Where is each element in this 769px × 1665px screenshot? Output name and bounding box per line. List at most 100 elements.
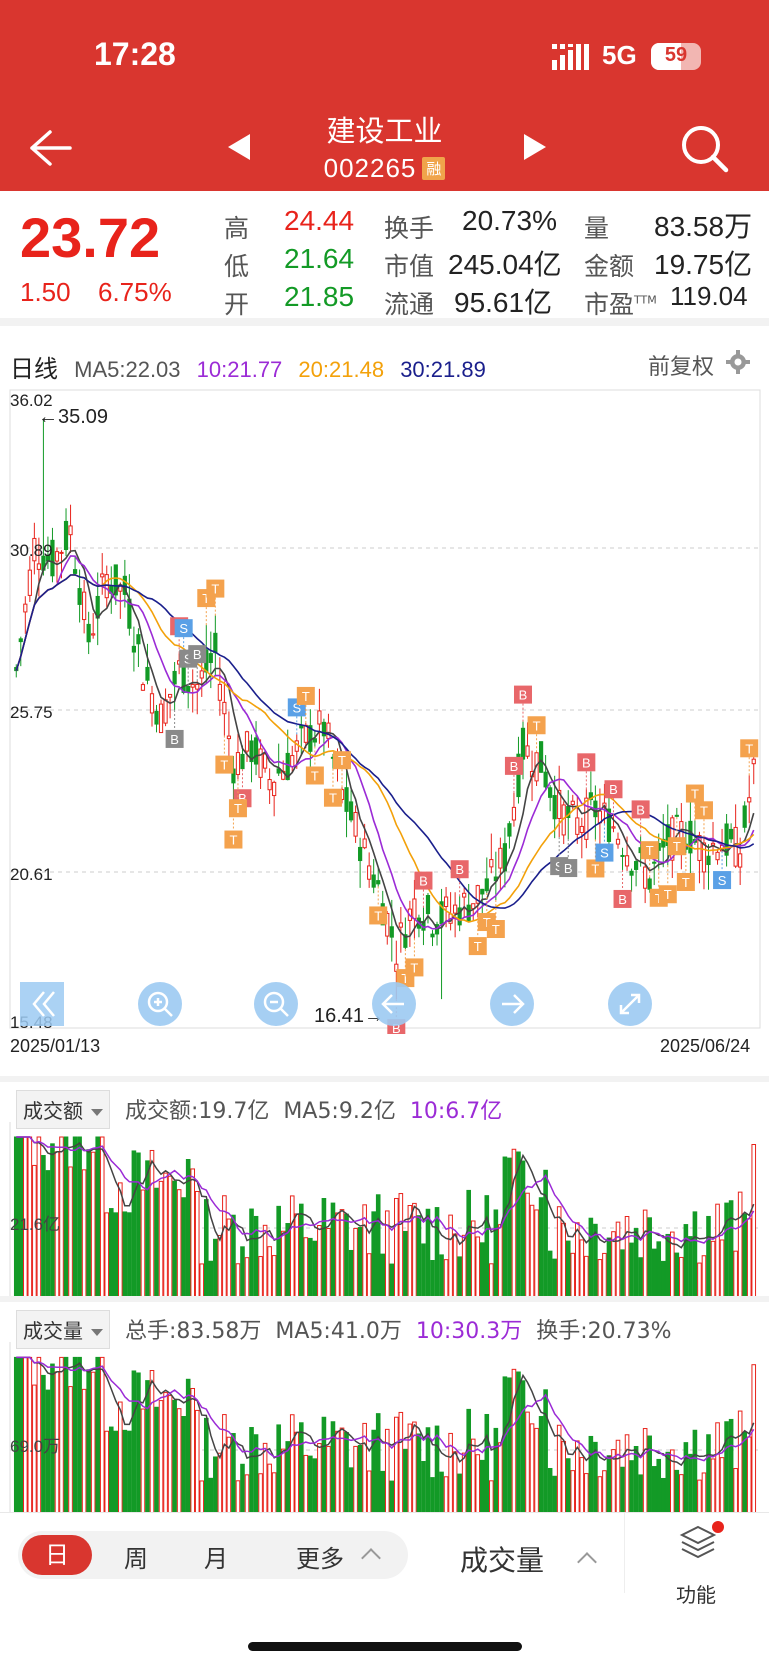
amount-bar <box>593 1223 598 1302</box>
signal-badge <box>613 889 632 908</box>
arrow-left-icon[interactable] <box>372 982 416 1026</box>
candle-body <box>588 792 593 801</box>
volume-bar <box>203 1417 209 1518</box>
volume-bar <box>95 1356 101 1518</box>
candle-body <box>163 699 168 724</box>
amount-bar <box>380 1253 386 1302</box>
prev-stock-button[interactable] <box>228 134 250 160</box>
signal-label: B <box>510 759 519 774</box>
candle-body <box>231 768 236 784</box>
chevron-up-icon[interactable] <box>361 1548 381 1568</box>
volume-bar <box>484 1413 490 1518</box>
amount-dropdown[interactable]: 成交额 <box>16 1090 110 1129</box>
period-day-tab[interactable]: 日 <box>22 1535 92 1575</box>
candle-body <box>208 653 213 664</box>
next-stock-button[interactable] <box>524 134 546 160</box>
y-tick-3: 25.75 <box>10 703 53 722</box>
volume-bar <box>493 1427 499 1518</box>
app-header: 17:28 5G 59 建设工业 002265 融 <box>0 0 769 191</box>
signal-label: T <box>302 689 310 704</box>
signal-label: T <box>234 801 242 816</box>
amount-bar <box>679 1256 684 1302</box>
amount-bar <box>516 1151 521 1302</box>
candle-body <box>443 896 449 908</box>
amount-bar <box>321 1198 327 1302</box>
candle-body <box>751 758 756 765</box>
indicator-selector[interactable]: 成交量 <box>460 1544 545 1577</box>
volume-bar <box>194 1409 200 1518</box>
candle-body <box>480 888 485 895</box>
amount-bar <box>113 1212 119 1302</box>
candle-body <box>394 963 399 972</box>
signal-label: T <box>220 758 228 773</box>
volume-bar <box>688 1453 693 1518</box>
zoom-out-icon[interactable] <box>254 982 298 1026</box>
volume-bar <box>412 1421 417 1518</box>
kline-legend: 日线 MA5:22.03 10:21.77 20:21.48 30:21.89 <box>10 349 496 384</box>
signal-badge <box>577 753 596 772</box>
period-more-tab[interactable]: 更多 <box>296 1545 344 1573</box>
indicator-chevron-up-icon[interactable] <box>577 1552 597 1572</box>
fullscreen-icon[interactable] <box>608 982 652 1026</box>
amount-bar <box>683 1224 689 1302</box>
candle-body <box>113 564 118 596</box>
amount-bar <box>86 1149 91 1302</box>
signal-badge <box>513 685 532 704</box>
period-label[interactable]: 日线 <box>10 355 58 383</box>
zoom-in-icon[interactable] <box>138 982 182 1026</box>
adjust-type-button[interactable]: 前复权 <box>648 355 715 380</box>
volume-bar <box>746 1436 752 1518</box>
amount-bar <box>484 1195 490 1302</box>
candle-body <box>285 752 290 781</box>
candle-body <box>403 934 408 948</box>
candle-body <box>104 574 109 599</box>
back-arrow-icon[interactable] <box>28 128 72 168</box>
kline-chart[interactable]: BSSBTTBTTBTSTTTTTBTTBBTTTBBTSBBTSBBBTTTT… <box>0 384 769 1034</box>
candle-body <box>584 797 589 840</box>
signal-badge <box>527 716 546 735</box>
arrow-right-icon[interactable] <box>490 982 534 1026</box>
volume-bar <box>461 1452 467 1518</box>
quote-panel: 23.72 1.50 6.75% 高 24.44 低 21.64 开 21.85… <box>0 191 769 326</box>
volume-legend-ma10: 10:30.3万 <box>415 1319 523 1344</box>
volume-bar <box>556 1424 562 1518</box>
amount-bar <box>556 1206 562 1302</box>
search-icon[interactable] <box>680 124 730 174</box>
candle-body <box>145 666 150 681</box>
amount-bar <box>303 1237 309 1302</box>
function-button[interactable]: 功能 <box>676 1583 716 1607</box>
ma10-line <box>15 555 755 930</box>
quote-label-open: 开 <box>224 290 250 319</box>
volume-bar <box>656 1458 662 1518</box>
volume-bar <box>470 1438 476 1518</box>
volume-bar <box>751 1364 757 1518</box>
amount-bar <box>77 1136 82 1302</box>
quote-label-turnover: 换手 <box>384 214 435 243</box>
candle-body <box>715 851 720 861</box>
signal-badge <box>740 739 759 758</box>
candle-body <box>516 753 521 798</box>
amount-bar <box>140 1189 146 1302</box>
layers-icon[interactable] <box>678 1523 718 1563</box>
candle-body <box>222 701 227 715</box>
amount-bar <box>45 1170 51 1302</box>
signal-icon <box>552 44 589 70</box>
amount-bar <box>127 1212 132 1302</box>
gear-icon[interactable] <box>726 350 750 374</box>
amount-bar <box>267 1246 272 1302</box>
amount-bar <box>163 1172 168 1302</box>
amount-bar <box>561 1222 567 1302</box>
volume-bar <box>326 1445 331 1518</box>
period-month-tab[interactable]: 月 <box>204 1545 228 1573</box>
home-indicator <box>248 1642 522 1651</box>
volume-bar <box>593 1441 598 1518</box>
candle-body <box>543 771 548 788</box>
volume-bar <box>719 1457 725 1518</box>
double-chevron-left-icon[interactable] <box>20 982 64 1026</box>
current-price: 23.72 <box>20 206 161 269</box>
battery-icon: 59 <box>651 43 701 70</box>
volume-dropdown[interactable]: 成交量 <box>16 1310 110 1349</box>
period-week-tab[interactable]: 周 <box>124 1545 148 1573</box>
candle-body <box>244 731 250 752</box>
y-tick-4: 20.61 <box>10 865 53 884</box>
